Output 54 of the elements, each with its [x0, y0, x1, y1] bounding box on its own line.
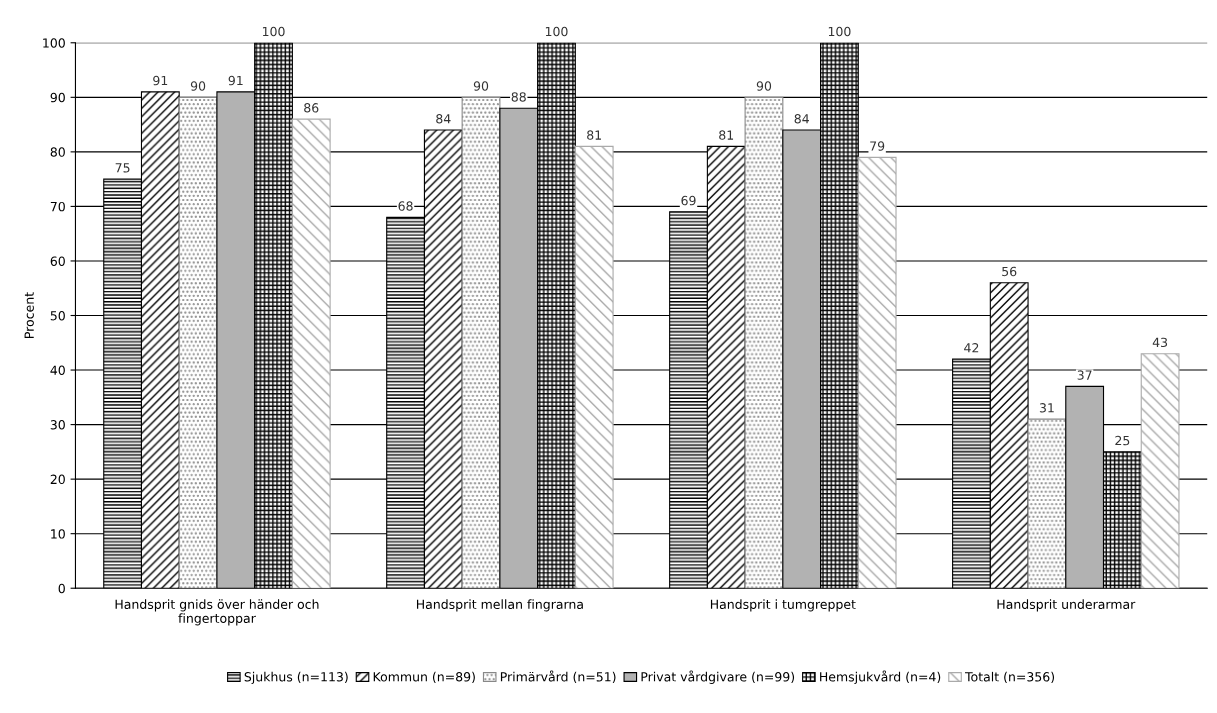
- y-tick-label: 90: [50, 92, 65, 103]
- data-label: 90: [756, 81, 772, 91]
- legend-label: Sjukhus (n=113): [244, 671, 348, 684]
- x-tick-label: Handsprit mellan fingrarna: [416, 599, 583, 612]
- data-label: 56: [1002, 266, 1017, 277]
- y-tick-label: 0: [58, 583, 65, 594]
- data-label: 84: [794, 114, 809, 124]
- y-tick-label: 60: [50, 256, 65, 266]
- legend-label: Totalt (n=356): [965, 671, 1055, 684]
- x-tick-label: Handsprit underarmar: [997, 599, 1136, 612]
- data-label: 69: [681, 195, 696, 206]
- bar: [744, 96, 784, 589]
- data-label: 90: [473, 81, 489, 91]
- data-label: 81: [719, 130, 734, 140]
- data-label: 68: [398, 201, 413, 211]
- legend-label: Primärvård (n=51): [500, 670, 616, 684]
- data-label: 43: [1152, 337, 1168, 348]
- data-label: 42: [964, 343, 979, 353]
- y-tick-label: 50: [50, 310, 65, 321]
- data-label: 100: [262, 26, 285, 37]
- bar: [291, 118, 331, 589]
- y-tick-label: 30: [50, 420, 65, 430]
- bar: [178, 96, 218, 589]
- legend-label: Privat vårdgivare (n=99): [641, 670, 795, 684]
- y-tick-label: 20: [50, 474, 65, 485]
- data-label: 37: [1077, 370, 1092, 380]
- data-label: 91: [153, 75, 168, 86]
- data-label: 75: [115, 163, 130, 173]
- bar: [574, 145, 614, 589]
- legend-label: Hemsjukvård (n=4): [820, 670, 941, 684]
- y-tick-label: 70: [50, 201, 65, 212]
- data-label: 91: [228, 75, 243, 86]
- legend-label: Kommun (n=89): [373, 671, 475, 684]
- bar: [1140, 353, 1180, 589]
- data-label: 86: [304, 103, 319, 113]
- y-tick-label: 10: [51, 529, 65, 539]
- x-tick-label: Handsprit i tumgreppet: [710, 599, 856, 612]
- bar: [461, 96, 501, 589]
- data-label: 100: [545, 26, 568, 37]
- data-label: 88: [511, 92, 526, 102]
- y-tick-label: 40: [50, 365, 65, 375]
- y-axis-title: Procent: [24, 292, 34, 338]
- x-tick-label: Handsprit gnids över händer och fingertoppar: [115, 599, 319, 626]
- data-label: 25: [1115, 435, 1130, 446]
- data-label: 79: [870, 141, 885, 151]
- y-tick-label: 80: [50, 147, 65, 157]
- data-label: 81: [587, 130, 601, 140]
- data-label: 31: [1039, 403, 1054, 413]
- data-label: 100: [828, 26, 851, 37]
- y-tick-label: 100: [43, 38, 65, 48]
- data-label: 90: [190, 81, 206, 91]
- bar: [857, 156, 897, 589]
- bar: [1027, 418, 1067, 589]
- data-label: 84: [436, 114, 451, 124]
